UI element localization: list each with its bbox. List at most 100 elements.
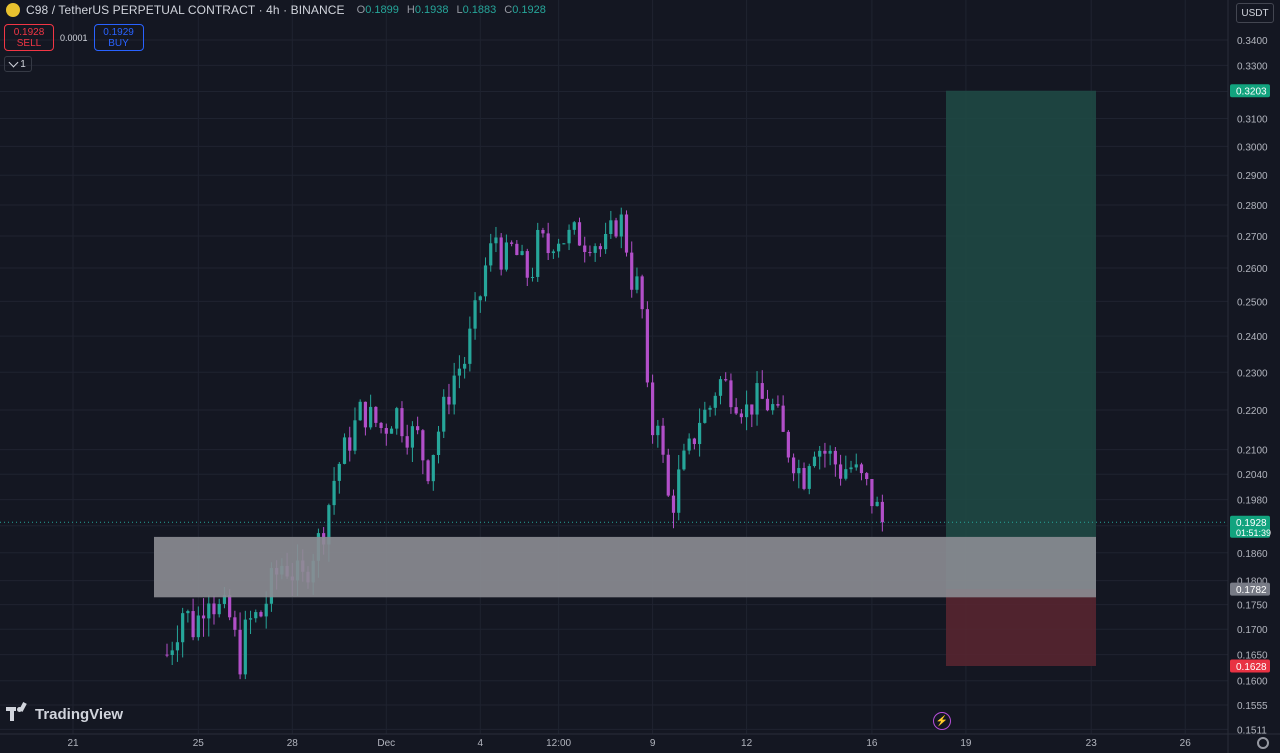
candle-body <box>337 463 341 481</box>
price-tick-label: 0.1750 <box>1237 601 1268 612</box>
candle-body <box>807 466 811 489</box>
currency-selector[interactable]: USDT <box>1236 3 1274 23</box>
price-tick-label: 0.2500 <box>1237 297 1268 308</box>
candle-body <box>870 479 874 507</box>
sell-price: 0.1928 <box>13 26 45 38</box>
candle-body <box>400 408 404 437</box>
last-price-tag-label: 0.1928 <box>1236 518 1267 529</box>
chevron-down-icon <box>8 57 19 68</box>
candle-body <box>551 251 555 254</box>
candle-body <box>170 650 174 656</box>
candle-body <box>389 428 394 434</box>
candle-body <box>703 409 707 423</box>
candle-body <box>666 454 670 496</box>
candle-body <box>468 328 472 364</box>
sell-button[interactable]: 0.1928 SELL <box>4 24 54 51</box>
candle-body <box>609 220 613 235</box>
candle-body <box>760 383 764 399</box>
candle-body <box>426 460 430 482</box>
candle-body <box>248 618 253 620</box>
last-price-tag-bg <box>1230 515 1270 538</box>
candle-body <box>483 265 488 297</box>
chart-zones <box>154 90 1096 667</box>
candle-body <box>734 407 738 414</box>
indicator-collapse-button[interactable]: 1 <box>4 56 32 72</box>
candle-body <box>557 243 561 252</box>
gear-icon[interactable] <box>1257 737 1269 749</box>
price-tick-label: 0.1980 <box>1237 496 1268 507</box>
price-tick-label: 0.3100 <box>1237 115 1268 126</box>
sell-label: SELL <box>16 37 42 49</box>
time-tick-label: 28 <box>287 738 299 749</box>
price-tick-label: 0.2700 <box>1237 232 1268 243</box>
candle-body <box>750 404 754 415</box>
candle-body <box>327 505 331 545</box>
candle-body <box>604 234 608 250</box>
last-price-tag-countdown: 01:51:39 <box>1236 528 1271 538</box>
symbol-title[interactable]: C98 / TetherUS PERPETUAL CONTRACT · 4h ·… <box>26 3 345 17</box>
candle-body <box>181 613 185 643</box>
price-tick-label: 0.2900 <box>1237 171 1268 182</box>
time-axis: 21 25 28 Dec 4 12:00 9 12 16 19 23 26 <box>0 733 1280 749</box>
candle-body <box>677 469 681 513</box>
price-tick-label: 0.3300 <box>1237 61 1268 72</box>
candle-body <box>489 243 493 266</box>
candle-body <box>222 595 227 604</box>
candle-body <box>635 276 639 290</box>
candle-body <box>698 422 702 445</box>
candle-body <box>640 276 644 310</box>
tradingview-logo-text: TradingView <box>35 706 124 723</box>
candle-body <box>593 246 597 253</box>
candle-body <box>577 222 582 246</box>
candle-body <box>588 252 592 254</box>
candle-body <box>744 404 749 418</box>
candle-body <box>416 426 420 431</box>
time-tick-label: 26 <box>1180 738 1192 749</box>
candle-body <box>619 214 623 237</box>
tradingview-logo-icon <box>6 701 30 723</box>
candle-body <box>598 246 602 250</box>
price-tick-label: 0.1511 <box>1237 725 1267 736</box>
candle-body <box>212 603 216 615</box>
time-tick-label: 12:00 <box>546 738 571 749</box>
candle-body <box>332 480 336 506</box>
time-tick-label: 25 <box>193 738 205 749</box>
candle-body <box>865 473 869 480</box>
buy-button[interactable]: 0.1929 BUY <box>93 24 144 51</box>
candle-body <box>755 383 759 415</box>
candle-body <box>353 420 357 451</box>
candle-body <box>828 450 832 454</box>
ohlc-open: O0.1899 <box>356 4 399 16</box>
candle-body <box>687 438 691 451</box>
entry-price-tag-label: 0.1782 <box>1236 585 1267 596</box>
candle-body <box>384 428 388 434</box>
candle-body <box>630 252 634 290</box>
time-tick-label: 9 <box>650 738 656 749</box>
candle-body <box>165 654 169 656</box>
candle-body <box>405 436 409 448</box>
candle-body <box>536 229 540 277</box>
candle-body <box>525 251 529 278</box>
candle-body <box>442 396 446 432</box>
price-tick-label: 0.1600 <box>1237 677 1268 688</box>
candle-body <box>854 464 858 468</box>
candle-body <box>457 368 462 376</box>
candle-body <box>546 233 550 254</box>
candle-body <box>718 379 723 396</box>
candle-body <box>228 595 232 618</box>
tradingview-logo[interactable]: TradingView <box>6 701 124 723</box>
time-tick-label: 16 <box>866 738 878 749</box>
time-tick-label: 23 <box>1086 738 1098 749</box>
price-tick-label: 0.1860 <box>1237 549 1268 560</box>
price-tick-label: 0.2600 <box>1237 264 1268 275</box>
lightning-icon[interactable]: ⚡ <box>933 712 951 730</box>
candle-body <box>196 615 200 638</box>
candle-body <box>739 413 743 418</box>
ohlc-low: L0.1883 <box>456 4 497 16</box>
candle-body <box>859 464 864 474</box>
candle-body <box>369 406 373 428</box>
candle-body <box>838 464 843 479</box>
candle-body <box>771 404 775 411</box>
